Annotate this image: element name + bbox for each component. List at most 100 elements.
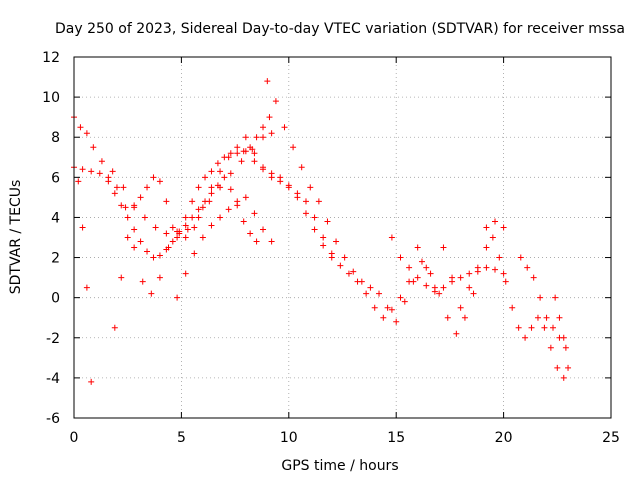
data-point <box>524 264 531 271</box>
data-point <box>124 214 131 221</box>
data-point <box>253 238 260 245</box>
data-point <box>199 234 206 241</box>
x-tick-label: 20 <box>495 430 513 446</box>
data-point <box>470 290 477 297</box>
y-tick-label: -2 <box>46 331 60 347</box>
data-point <box>320 242 327 249</box>
series-sat-k <box>517 254 569 351</box>
data-point <box>436 290 443 297</box>
data-point <box>242 194 249 201</box>
data-point <box>124 234 131 241</box>
data-point <box>247 230 254 237</box>
data-point <box>77 124 84 131</box>
x-tick-label: 5 <box>177 430 186 446</box>
y-tick-label: 12 <box>42 50 60 66</box>
data-point <box>500 270 507 277</box>
data-point <box>208 222 215 229</box>
data-point <box>388 234 395 241</box>
data-point <box>401 298 408 305</box>
x-tick-label: 10 <box>280 430 298 446</box>
data-point <box>163 198 170 205</box>
data-point <box>556 314 563 321</box>
data-point <box>410 278 417 285</box>
data-point <box>350 268 357 275</box>
data-point <box>122 204 129 211</box>
data-point <box>554 364 561 371</box>
data-point <box>150 174 157 181</box>
data-point <box>120 184 127 191</box>
data-point <box>281 124 288 131</box>
data-point <box>195 206 202 213</box>
data-point <box>182 214 189 221</box>
data-point <box>137 238 144 245</box>
data-point <box>251 150 258 157</box>
data-point <box>367 284 374 291</box>
data-point <box>315 198 322 205</box>
data-point <box>423 282 430 289</box>
data-point <box>137 194 144 201</box>
data-point <box>221 154 228 161</box>
data-point <box>466 284 473 291</box>
data-point <box>227 150 234 157</box>
data-point <box>414 274 421 281</box>
data-point <box>483 264 490 271</box>
data-point <box>345 270 352 277</box>
data-point <box>189 214 196 221</box>
data-point <box>214 160 221 167</box>
data-point <box>376 290 383 297</box>
data-point <box>169 224 176 231</box>
data-point <box>247 144 254 151</box>
series-sat-d <box>111 114 273 331</box>
data-point <box>358 278 365 285</box>
data-point <box>547 344 554 351</box>
data-point <box>83 130 90 137</box>
data-point <box>457 274 464 281</box>
data-point <box>234 144 241 151</box>
data-point <box>217 168 224 175</box>
data-point <box>528 324 535 331</box>
data-point <box>474 264 481 271</box>
data-point <box>285 182 292 189</box>
data-point <box>431 284 438 291</box>
data-point <box>406 264 413 271</box>
data-point <box>268 170 275 177</box>
y-axis-label: SDTVAR / TECUs <box>8 180 24 295</box>
data-point <box>537 294 544 301</box>
x-tick-label: 0 <box>70 430 79 446</box>
y-tick-label: -4 <box>46 371 60 387</box>
data-point <box>534 314 541 321</box>
data-point <box>109 168 116 175</box>
data-point <box>199 204 206 211</box>
data-point <box>150 254 157 261</box>
data-point <box>397 294 404 301</box>
data-point <box>541 324 548 331</box>
data-point <box>253 134 260 141</box>
chart-title: Day 250 of 2023, Sidereal Day-to-day VTE… <box>55 21 625 37</box>
data-point <box>242 134 249 141</box>
y-tick-label: 0 <box>51 291 60 307</box>
data-point <box>453 330 460 337</box>
series-sat-g <box>242 134 507 321</box>
y-tick-label: 2 <box>51 251 60 267</box>
data-point <box>489 234 496 241</box>
data-point <box>483 244 490 251</box>
x-tick-label: 15 <box>387 430 405 446</box>
y-tick-label: 8 <box>51 130 60 146</box>
series-sat-l <box>552 294 572 371</box>
data-point <box>260 124 267 131</box>
data-point <box>268 130 275 137</box>
x-tick-label: 25 <box>602 430 620 446</box>
y-tick-label: -6 <box>46 411 60 427</box>
data-point <box>530 274 537 281</box>
data-point <box>225 206 232 213</box>
points-layer <box>71 78 572 385</box>
data-point <box>182 270 189 277</box>
series-sat-h <box>264 78 477 337</box>
x-axis-label: GPS time / hours <box>281 458 398 474</box>
series-sat-e <box>105 174 260 261</box>
data-point <box>113 184 120 191</box>
data-point <box>144 248 151 255</box>
data-point <box>195 214 202 221</box>
data-point <box>363 290 370 297</box>
